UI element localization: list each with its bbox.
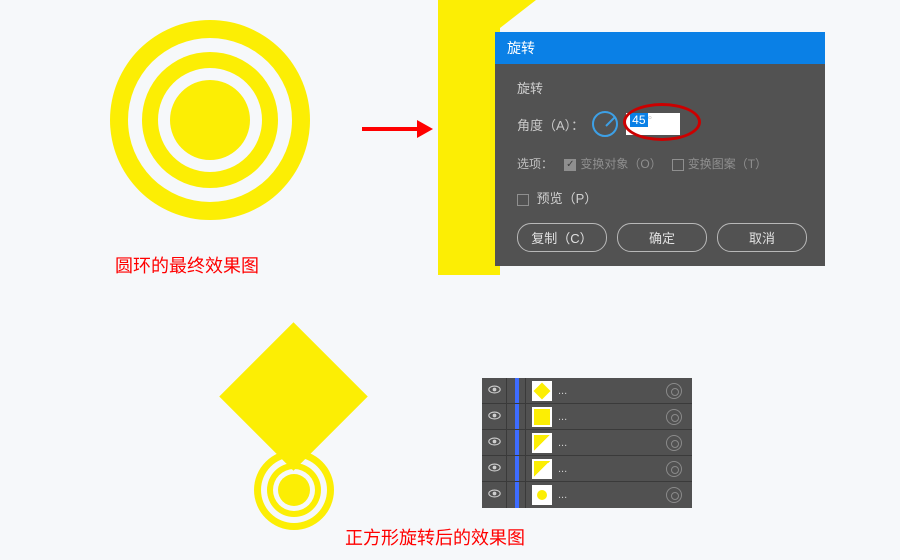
layer-gutter [506, 456, 526, 481]
ring-core [170, 80, 250, 160]
angle-value-selected: 45 [630, 113, 647, 127]
layer-row[interactable]: ... [482, 456, 692, 482]
dialog-section-label: 旋转 [517, 78, 807, 97]
options-label: 选项： [517, 157, 553, 171]
layer-label: ... [558, 437, 666, 449]
angle-input[interactable]: 45° [626, 113, 680, 135]
rings-figure [100, 10, 320, 230]
layer-row[interactable]: ... [482, 482, 692, 508]
composite-diamond [217, 320, 367, 470]
layer-label: ... [558, 489, 666, 501]
target-icon[interactable] [666, 461, 682, 477]
layer-gutter [506, 482, 526, 508]
cancel-button[interactable]: 取消 [717, 223, 807, 252]
dialog-button-row: 复制（C） 确定 取消 [517, 223, 807, 252]
visibility-toggle-icon[interactable] [482, 463, 506, 475]
layer-label: ... [558, 463, 666, 475]
target-icon[interactable] [666, 409, 682, 425]
arrow-annotation [362, 120, 433, 138]
dialog-yellow-backdrop [438, 0, 500, 275]
composite-figure [208, 320, 373, 520]
rotate-dialog: 旋转 旋转 角度（A）： 45° 选项： ✓ 变换对象（O） 变换图案（T） 预览… [495, 32, 825, 266]
layer-gutter [506, 430, 526, 455]
ring-outer [110, 20, 310, 220]
angle-dial-icon[interactable] [592, 111, 618, 137]
checkbox-transform-patterns[interactable] [672, 159, 684, 171]
angle-row: 角度（A）： 45° [517, 111, 807, 137]
options-row: 选项： ✓ 变换对象（O） 变换图案（T） [517, 155, 807, 172]
composite-caption: 正方形旋转后的效果图 [345, 524, 525, 550]
layer-label: ... [558, 411, 666, 423]
angle-label: 角度（A）： [517, 115, 584, 134]
layer-thumbnail [532, 485, 552, 505]
checkbox-transform-objects[interactable]: ✓ [564, 159, 576, 171]
layer-gutter [506, 404, 526, 429]
visibility-toggle-icon[interactable] [482, 411, 506, 423]
preview-label: 预览（P） [537, 191, 598, 206]
ok-button[interactable]: 确定 [617, 223, 707, 252]
target-icon[interactable] [666, 487, 682, 503]
opt-patterns-label: 变换图案（T） [688, 157, 767, 171]
rotated-square [219, 322, 367, 470]
rings-caption: 圆环的最终效果图 [115, 252, 259, 278]
layer-row[interactable]: ... [482, 430, 692, 456]
checkbox-preview[interactable] [517, 194, 529, 206]
layer-gutter [506, 378, 526, 403]
layer-row[interactable]: ... [482, 378, 692, 404]
opt-objects-label: 变换对象（O） [580, 157, 661, 171]
layer-thumbnail [532, 433, 552, 453]
layer-label: ... [558, 385, 666, 397]
visibility-toggle-icon[interactable] [482, 489, 506, 501]
visibility-toggle-icon[interactable] [482, 437, 506, 449]
visibility-toggle-icon[interactable] [482, 385, 506, 397]
angle-unit: ° [648, 113, 653, 127]
layer-thumbnail [532, 459, 552, 479]
layer-thumbnail [532, 407, 552, 427]
target-icon[interactable] [666, 435, 682, 451]
copy-button[interactable]: 复制（C） [517, 223, 607, 252]
target-icon[interactable] [666, 383, 682, 399]
layer-thumbnail [532, 381, 552, 401]
dialog-titlebar[interactable]: 旋转 [495, 32, 825, 64]
arrow-head-icon [417, 120, 433, 138]
preview-row: 预览（P） [517, 188, 807, 207]
layers-panel: ............... [482, 378, 692, 508]
arrow-shaft [362, 127, 417, 131]
layer-row[interactable]: ... [482, 404, 692, 430]
